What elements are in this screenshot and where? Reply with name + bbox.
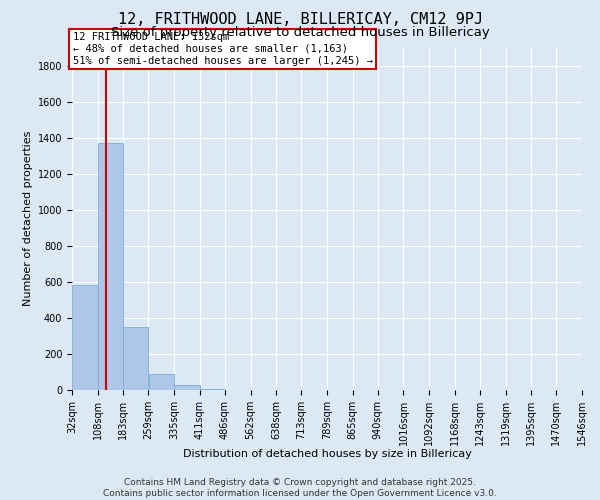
Text: Contains HM Land Registry data © Crown copyright and database right 2025.
Contai: Contains HM Land Registry data © Crown c… <box>103 478 497 498</box>
Y-axis label: Number of detached properties: Number of detached properties <box>23 131 34 306</box>
Text: 12, FRITHWOOD LANE, BILLERICAY, CM12 9PJ: 12, FRITHWOOD LANE, BILLERICAY, CM12 9PJ <box>118 12 482 28</box>
Bar <box>123 327 148 390</box>
Bar <box>174 384 200 390</box>
X-axis label: Distribution of detached houses by size in Billericay: Distribution of detached houses by size … <box>182 450 472 460</box>
Bar <box>98 143 123 390</box>
Bar <box>200 389 225 390</box>
Text: 12 FRITHWOOD LANE: 132sqm
← 48% of detached houses are smaller (1,163)
51% of se: 12 FRITHWOOD LANE: 132sqm ← 48% of detac… <box>73 32 373 66</box>
Text: Size of property relative to detached houses in Billericay: Size of property relative to detached ho… <box>110 26 490 39</box>
Bar <box>149 374 174 390</box>
Bar <box>72 286 98 390</box>
